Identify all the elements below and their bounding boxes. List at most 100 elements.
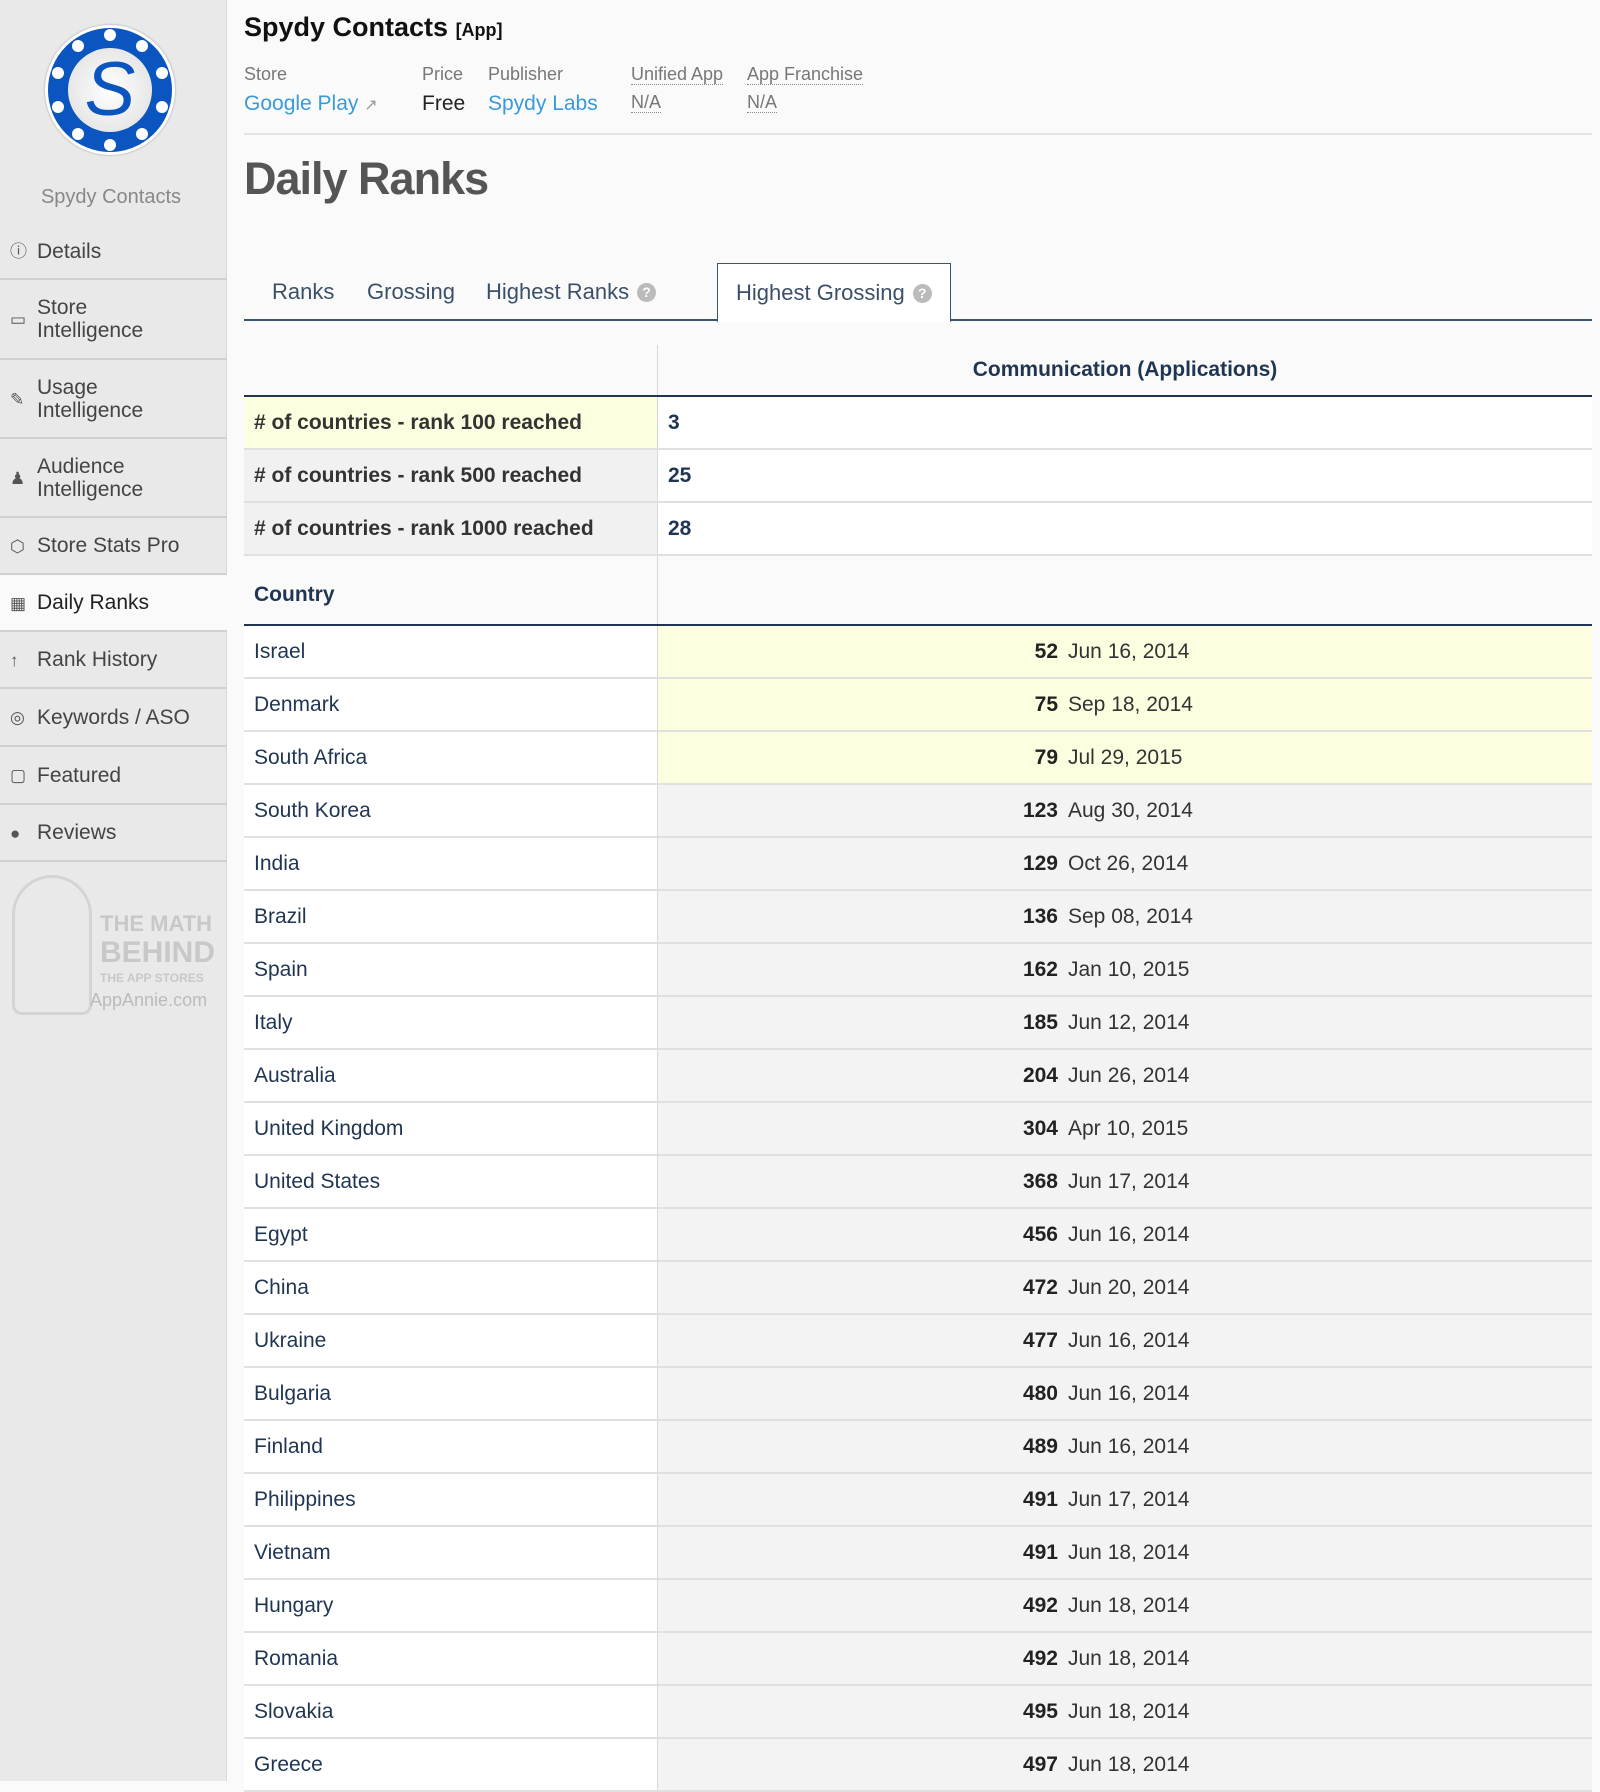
country-link[interactable]: Brazil — [244, 891, 658, 942]
table-row: Israel 52 Jun 16, 2014 — [244, 626, 1592, 679]
country-link[interactable]: United Kingdom — [244, 1103, 658, 1154]
person-icon: ♟ — [10, 468, 26, 488]
rank-value: 497 — [1022, 1752, 1058, 1776]
help-icon[interactable]: ? — [912, 284, 932, 303]
rank-cell: 52 Jun 16, 2014 — [658, 626, 1592, 677]
sidebar-item-label: Details — [37, 239, 102, 263]
summary-value: 28 — [658, 503, 1592, 554]
promo-banner[interactable]: THE MATH BEHIND THE APP STORES AppAnnie.… — [8, 875, 215, 1015]
unified-app-label[interactable]: Unified App — [631, 64, 724, 85]
country-link[interactable]: Slovakia — [244, 1686, 658, 1737]
category-column-header: Communication (Applications) — [972, 358, 1278, 381]
country-link[interactable]: Italy — [244, 997, 658, 1048]
country-link[interactable]: India — [244, 838, 658, 889]
rank-value: 480 — [1022, 1381, 1058, 1405]
tab-label[interactable]: Highest Ranks — [486, 279, 630, 304]
country-link[interactable]: Philippines — [244, 1474, 658, 1525]
table-row: China 472 Jun 20, 2014 — [244, 1262, 1592, 1315]
table-row: United States 368 Jun 17, 2014 — [244, 1156, 1592, 1209]
tab-highest-grossing[interactable]: Highest Grossing? — [717, 263, 951, 323]
tab-label[interactable]: Highest Grossing — [736, 280, 905, 305]
store-link[interactable]: Google Play ↗ — [244, 92, 378, 116]
country-link[interactable]: Finland — [244, 1421, 658, 1472]
country-link[interactable]: Ukraine — [244, 1315, 658, 1366]
sidebar-item-rank-history[interactable]: ↑ Rank History — [0, 632, 227, 689]
table-row: Denmark 75 Sep 18, 2014 — [244, 679, 1592, 732]
rank-date: Jun 18, 2014 — [1068, 1752, 1190, 1776]
logo-dot — [104, 139, 116, 151]
table-row: South Africa 79 Jul 29, 2015 — [244, 732, 1592, 785]
tab-bar: Ranks Grossing Highest Ranks? Highest Gross… — [244, 263, 1592, 323]
logo-dot — [156, 100, 169, 113]
rank-cell: 129 Oct 26, 2014 — [658, 838, 1592, 889]
tab-label[interactable]: Grossing — [367, 279, 456, 304]
tab-label[interactable]: Ranks — [272, 279, 335, 304]
rank-date: Aug 30, 2014 — [1068, 798, 1193, 822]
sidebar-item-reviews[interactable]: ● Reviews — [0, 805, 227, 862]
country-link[interactable]: Israel — [244, 626, 658, 677]
app-franchise-label[interactable]: App Franchise — [747, 64, 864, 85]
sidebar-item-details[interactable]: ⓘ Details — [0, 224, 227, 280]
help-icon[interactable]: ? — [637, 283, 657, 302]
sidebar-item-label: Rank History — [37, 648, 158, 671]
store-value[interactable]: Google Play — [244, 92, 359, 115]
sidebar-item-label: Daily Ranks — [37, 591, 150, 614]
logo-dot — [51, 67, 64, 79]
table-row: Finland 489 Jun 16, 2014 — [244, 1421, 1592, 1474]
rank-cell: 79 Jul 29, 2015 — [658, 732, 1592, 783]
rank-cell: 162 Jan 10, 2015 — [658, 944, 1592, 995]
rank-value: 129 — [1022, 851, 1058, 875]
tab-highest-ranks[interactable]: Highest Ranks? — [468, 263, 674, 321]
country-link[interactable]: Spain — [244, 944, 658, 995]
sidebar: S Spydy Contacts ⓘ Details ▭ Store Intellig… — [0, 0, 227, 1781]
sidebar-item-daily-ranks[interactable]: ▦ Daily Ranks — [0, 575, 227, 632]
publisher-link[interactable]: Spydy Labs — [488, 92, 598, 115]
country-link[interactable]: Australia — [244, 1050, 658, 1101]
rank-date: Jun 16, 2014 — [1068, 1434, 1190, 1458]
app-name: Spydy Contacts — [244, 12, 449, 42]
rank-cell: 491 Jun 17, 2014 — [658, 1474, 1592, 1525]
table-row: United Kingdom 304 Apr 10, 2015 — [244, 1103, 1592, 1156]
rank-value: 489 — [1022, 1434, 1058, 1458]
tab-ranks[interactable]: Ranks — [254, 263, 352, 321]
rank-date: Jan 10, 2015 — [1068, 957, 1190, 981]
rank-date: Sep 18, 2014 — [1068, 692, 1193, 716]
sidebar-item-featured[interactable]: ▢ Featured — [0, 747, 227, 805]
rank-cell: 491 Jun 18, 2014 — [658, 1527, 1592, 1578]
country-link[interactable]: Greece — [244, 1739, 658, 1790]
country-link[interactable]: South Korea — [244, 785, 658, 836]
rank-date: Sep 08, 2014 — [1068, 904, 1193, 928]
country-link[interactable]: United States — [244, 1156, 658, 1207]
tab-grossing[interactable]: Grossing — [349, 263, 473, 321]
sidebar-item-label: Keywords / ASO — [37, 705, 190, 729]
country-link[interactable]: Hungary — [244, 1580, 658, 1631]
comments-icon: ● — [10, 823, 21, 843]
country-link[interactable]: South Africa — [244, 732, 658, 783]
country-link[interactable]: Egypt — [244, 1209, 658, 1260]
sidebar-item-audience-intelligence[interactable]: ♟ Audience Intelligence — [0, 439, 227, 518]
country-column-header: Country — [244, 556, 658, 624]
summary-label: # of countries - rank 100 reached — [244, 397, 658, 448]
rank-value: 52 — [1034, 639, 1058, 663]
sidebar-item-store-stats-pro[interactable]: ⬡ Store Stats Pro — [0, 518, 227, 575]
rank-date: Oct 26, 2014 — [1068, 851, 1189, 875]
rank-cell: 489 Jun 16, 2014 — [658, 1421, 1592, 1472]
external-link-icon[interactable]: ↗ — [364, 97, 378, 114]
sidebar-item-keywords-aso[interactable]: ◎ Keywords / ASO — [0, 689, 227, 747]
target-icon: ◎ — [10, 708, 25, 727]
sidebar-app-name: Spydy Contacts — [40, 186, 182, 208]
rank-cell: 304 Apr 10, 2015 — [658, 1103, 1592, 1154]
country-link[interactable]: Romania — [244, 1633, 658, 1684]
rank-value: 495 — [1022, 1699, 1058, 1723]
rank-cell: 185 Jun 12, 2014 — [658, 997, 1592, 1048]
logo-dot — [71, 128, 84, 141]
rank-value: 204 — [1022, 1063, 1058, 1087]
table-header: Communication (Applications) — [244, 345, 1592, 397]
sidebar-item-label: Usage Intelligence — [37, 375, 144, 422]
sidebar-item-store-intelligence[interactable]: ▭ Store Intelligence — [0, 280, 227, 360]
country-link[interactable]: China — [244, 1262, 658, 1313]
country-link[interactable]: Bulgaria — [244, 1368, 658, 1419]
country-link[interactable]: Denmark — [244, 679, 658, 730]
sidebar-item-usage-intelligence[interactable]: ✎ Usage Intelligence — [0, 360, 227, 439]
country-link[interactable]: Vietnam — [244, 1527, 658, 1578]
